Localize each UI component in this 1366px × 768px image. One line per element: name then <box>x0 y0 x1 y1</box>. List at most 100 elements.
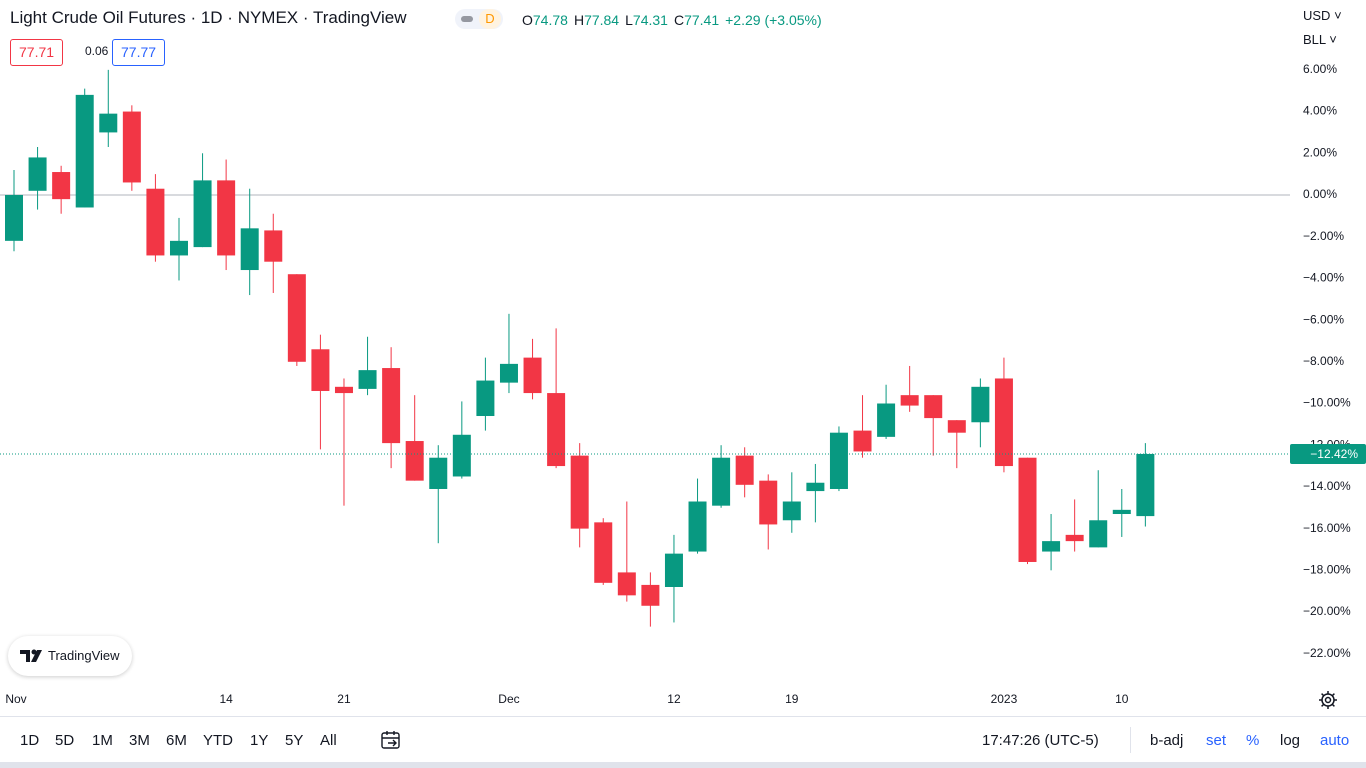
y-tick-label: −10.00% <box>1303 396 1351 410</box>
candle-body <box>334 386 353 394</box>
bid-price[interactable]: 77.71 <box>10 39 64 66</box>
candle-body <box>1065 534 1084 542</box>
candle-body <box>217 180 236 256</box>
badge-dot <box>461 16 473 22</box>
candle-body <box>1018 457 1037 562</box>
candle-body <box>877 403 896 437</box>
y-tick-label: −6.00% <box>1303 312 1344 326</box>
candle-body <box>193 180 212 248</box>
scale-option[interactable]: set <box>1206 732 1227 749</box>
candle-body <box>1136 453 1155 517</box>
range-button[interactable]: 5D <box>55 732 75 749</box>
ohlc-key: C <box>673 12 685 28</box>
range-button[interactable]: 6M <box>166 732 187 749</box>
candle-body <box>499 363 518 383</box>
y-tick-label: −20.00% <box>1303 604 1351 618</box>
badge-letter: D <box>479 9 501 29</box>
y-tick-label: −8.00% <box>1303 354 1344 368</box>
candle-body <box>971 386 990 423</box>
range-button[interactable]: All <box>320 732 337 749</box>
scale-option[interactable]: auto <box>1320 732 1350 749</box>
candle-body <box>641 584 660 606</box>
y-tick-label: 6.00% <box>1303 62 1337 76</box>
candle-body <box>240 228 259 271</box>
ohlc-legend: O74.78 H77.84 L74.31 C77.41 +2.29 (+3.05%) <box>522 12 828 28</box>
candle-body <box>829 432 848 489</box>
candle-body <box>358 370 377 389</box>
candle-body <box>99 113 118 133</box>
ohlc-key: H <box>573 12 585 28</box>
candle-body <box>28 157 47 191</box>
candle-body <box>806 482 825 492</box>
unit-select[interactable]: BLL ˅ <box>1303 32 1337 47</box>
last-price-label: −12.42% <box>1310 447 1358 461</box>
separator <box>1130 727 1131 753</box>
candle-body <box>287 274 306 362</box>
candle-body <box>75 94 94 208</box>
x-tick-label: 21 <box>337 692 351 706</box>
candle-body <box>52 172 71 200</box>
interval-badge[interactable]: D <box>455 9 503 29</box>
candle-body <box>547 393 566 467</box>
candle-body <box>994 378 1013 467</box>
y-tick-label: 0.00% <box>1303 187 1337 201</box>
candle-body <box>570 455 589 529</box>
candle-body <box>782 501 801 521</box>
ask-price[interactable]: 77.77 <box>112 39 166 66</box>
scale-option[interactable]: log <box>1280 732 1301 749</box>
candle-body <box>853 430 872 452</box>
range-button[interactable]: 5Y <box>285 732 304 749</box>
candle-body <box>1089 520 1108 548</box>
candle-body <box>405 441 424 481</box>
y-tick-label: −4.00% <box>1303 271 1344 285</box>
ohlc-value: 77.41 <box>684 12 720 28</box>
candle-body <box>1112 509 1131 515</box>
candle-body <box>664 553 683 587</box>
chart: 6.00% 4.00% 2.00% 0.00% −2.00% −4.00% −6.00% −8… <box>0 62 1366 707</box>
y-tick-label: −22.00% <box>1303 646 1351 660</box>
scale-option[interactable]: b-adj <box>1150 732 1184 749</box>
settings-icon[interactable] <box>1316 688 1340 712</box>
candle-body <box>311 349 330 391</box>
candle-body <box>617 572 636 596</box>
date-range-icon[interactable] <box>380 729 402 751</box>
range-button[interactable]: 3M <box>129 732 150 749</box>
candle-body <box>900 395 919 406</box>
x-tick-label: 19 <box>785 692 799 706</box>
candle-body <box>1042 541 1061 552</box>
range-button[interactable]: 1M <box>92 732 113 749</box>
y-tick-label: −14.00% <box>1303 479 1351 493</box>
clock: 17:47:26 (UTC-5) <box>982 732 1099 749</box>
candle-body <box>429 457 448 489</box>
range-button[interactable]: YTD <box>203 732 233 749</box>
logo[interactable]: TradingView <box>8 636 132 676</box>
scale-option[interactable]: % <box>1246 732 1260 749</box>
candle-body <box>735 455 754 485</box>
spread: 0.06 <box>85 44 109 58</box>
candle-body <box>712 457 731 506</box>
chart-title: Light Crude Oil Futures · 1D · NYMEX · T… <box>10 8 407 27</box>
ohlc-value: 77.84 <box>584 12 620 28</box>
ohlc-value: 74.78 <box>532 12 568 28</box>
y-tick-label: 4.00% <box>1303 104 1337 118</box>
ohlc-value: 74.31 <box>632 12 668 28</box>
candle-body <box>169 240 188 256</box>
candle-body <box>5 194 23 241</box>
ohlc-change: +2.29 (+3.05%) <box>725 12 822 28</box>
range-button[interactable]: 1Y <box>250 732 269 749</box>
x-tick-label: 2023 <box>991 692 1018 706</box>
y-tick-label: 2.00% <box>1303 145 1337 159</box>
currency-select[interactable]: USD ˅ <box>1303 8 1342 23</box>
candle-body <box>947 420 966 433</box>
y-tick-label: −2.00% <box>1303 229 1344 243</box>
unit: BLL <box>1303 32 1326 47</box>
candle-body <box>688 501 707 552</box>
y-tick-label: −16.00% <box>1303 521 1351 535</box>
y-tick-label: −18.00% <box>1303 562 1351 576</box>
range-button[interactable]: 1D <box>20 732 40 749</box>
candle-body <box>146 188 165 256</box>
currency: USD <box>1303 8 1331 23</box>
candle-body <box>452 434 471 477</box>
candle-body <box>924 395 943 419</box>
